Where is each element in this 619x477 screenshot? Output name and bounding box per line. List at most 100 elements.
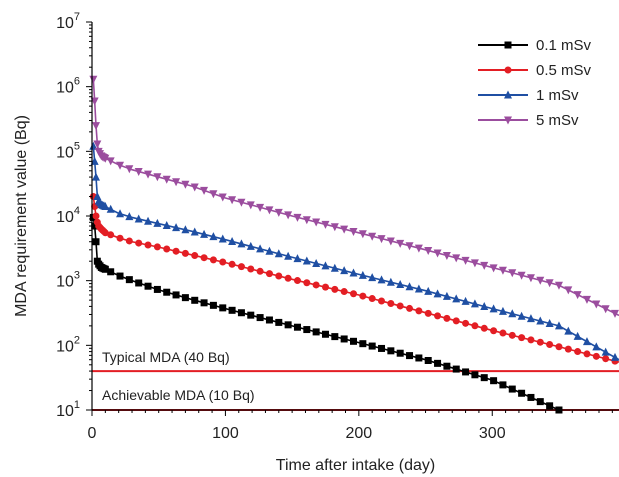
data-point — [461, 296, 470, 305]
data-point — [209, 256, 217, 264]
data-point — [200, 299, 208, 307]
data-point — [172, 247, 180, 255]
data-point — [480, 374, 488, 382]
data-point — [90, 156, 99, 165]
y-axis-title: MDA requirement value (Bq) — [13, 115, 30, 317]
data-point — [153, 173, 162, 182]
data-point — [504, 90, 512, 99]
data-point — [536, 316, 545, 325]
data-point — [527, 393, 535, 401]
data-point — [246, 201, 255, 210]
data-point — [504, 41, 512, 49]
data-point — [386, 277, 395, 286]
data-point — [190, 227, 199, 236]
data-point — [378, 344, 386, 352]
data-point — [592, 352, 600, 360]
data-point — [200, 186, 209, 195]
data-point — [218, 234, 227, 243]
data-point — [601, 305, 610, 314]
data-point — [415, 354, 423, 362]
data-point — [92, 172, 101, 181]
data-point — [153, 285, 161, 293]
data-point — [564, 345, 572, 353]
data-point — [302, 216, 311, 225]
data-point — [574, 348, 582, 356]
data-point — [284, 211, 293, 220]
data-point — [536, 338, 544, 346]
data-point — [396, 349, 404, 357]
data-point — [153, 243, 161, 251]
data-point — [424, 356, 432, 364]
achievable-mda-label: Achievable MDA (10 Bq) — [102, 387, 255, 403]
data-point — [256, 314, 264, 322]
data-point — [470, 299, 479, 308]
data-point — [564, 286, 573, 295]
data-point — [358, 270, 367, 279]
data-point — [434, 312, 442, 320]
data-point — [144, 170, 153, 179]
data-point — [247, 311, 255, 319]
data-point — [546, 402, 554, 410]
data-point — [93, 140, 102, 149]
data-point — [331, 285, 339, 293]
data-point — [101, 265, 109, 273]
legend-label: 0.1 mSv — [536, 37, 592, 54]
data-point — [107, 268, 115, 276]
data-point — [508, 309, 517, 318]
data-point — [414, 244, 423, 253]
x-axis-title: Time after intake (day) — [276, 457, 435, 474]
data-point — [303, 326, 311, 334]
data-point — [134, 214, 143, 223]
data-point — [293, 277, 301, 285]
y-tick-label: 101 — [56, 399, 80, 420]
data-point — [265, 270, 273, 278]
data-point — [443, 314, 451, 322]
ticks: 101 102 103 104 105 106 107 0 100 200 300 — [56, 11, 613, 442]
x-tick-label: 0 — [88, 425, 97, 442]
data-point — [125, 237, 133, 245]
data-point — [610, 309, 619, 318]
data-point — [191, 296, 199, 304]
data-point — [91, 222, 99, 230]
annotations: Typical MDA (40 Bq) Achievable MDA (10 B… — [102, 349, 255, 403]
data-point — [135, 279, 143, 287]
data-point — [237, 309, 245, 317]
data-point — [209, 190, 218, 199]
data-point — [237, 263, 245, 271]
data-point — [396, 239, 405, 248]
data-point — [405, 282, 414, 291]
data-point — [219, 258, 227, 266]
data-point — [293, 213, 302, 222]
data-point — [91, 203, 99, 211]
data-point — [330, 263, 339, 272]
data-point — [499, 329, 507, 337]
data-point — [415, 307, 423, 315]
data-point — [321, 330, 329, 338]
data-point — [116, 272, 124, 280]
data-point — [116, 209, 125, 218]
data-point — [144, 282, 152, 290]
data-point — [424, 247, 433, 256]
data-point — [172, 223, 181, 232]
data-point — [312, 328, 320, 336]
series-5-msv — [89, 75, 619, 318]
data-point — [340, 335, 348, 343]
data-point — [228, 196, 237, 205]
data-point — [106, 204, 115, 213]
data-point — [377, 275, 386, 284]
data-point — [284, 274, 292, 282]
data-point — [378, 297, 386, 305]
data-point — [359, 292, 367, 300]
data-point — [433, 249, 442, 258]
data-point — [545, 318, 554, 327]
data-point — [125, 276, 133, 284]
legend-item: 0.1 mSv — [478, 37, 592, 54]
data-point — [92, 122, 101, 131]
data-point — [101, 202, 110, 211]
data-point — [573, 331, 582, 340]
data-point — [228, 260, 236, 268]
data-point — [340, 225, 349, 234]
data-point — [125, 165, 134, 174]
data-point — [518, 389, 526, 397]
y-tick-label: 106 — [56, 76, 80, 97]
